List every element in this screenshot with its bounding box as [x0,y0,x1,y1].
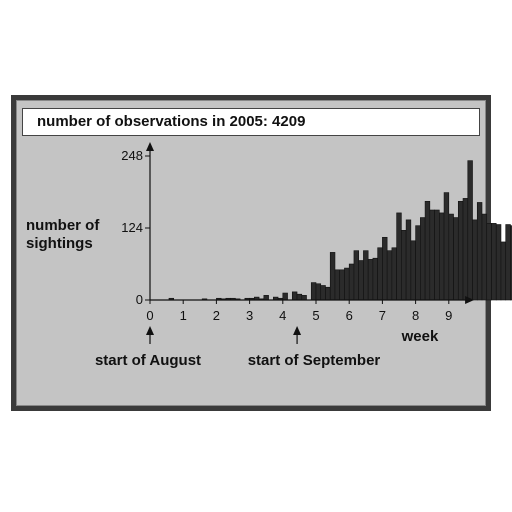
histogram-bar [439,213,444,300]
histogram-bar [373,258,378,300]
histogram-bar [283,293,288,300]
x-tick-label: 3 [246,308,253,323]
histogram-bar [302,295,307,300]
histogram-bar [292,292,297,300]
histogram-bar [463,198,468,300]
histogram-bar [359,261,364,300]
histogram-bar [458,201,463,300]
histogram-bar [335,270,340,300]
y-tick-label: 124 [121,220,143,235]
x-tick-label: 9 [445,308,452,323]
histogram-bar [340,270,345,300]
annotation-label: start of August [95,352,201,369]
x-tick-label: 2 [213,308,220,323]
x-tick-label: 5 [312,308,319,323]
histogram-bar [449,214,454,300]
histogram-bar [344,268,349,300]
histogram-bar [477,202,482,300]
annotation-arrowhead [146,326,154,335]
histogram-bar [411,241,416,300]
histogram-bar [425,201,430,300]
y-axis-arrowhead [146,142,154,151]
histogram-bar [368,259,373,300]
histogram-bar [468,161,473,300]
histogram-bar [397,213,402,300]
histogram-bar [406,220,411,300]
x-tick-label: 6 [346,308,353,323]
histogram-bar [435,210,440,300]
x-tick-label: 8 [412,308,419,323]
histogram-bar [297,294,302,300]
histogram-bar [325,287,330,300]
histogram-bar [378,248,383,300]
histogram-bar [311,283,316,300]
histogram-bar [330,252,335,300]
histogram-bar [473,220,478,300]
histogram-bar [349,264,354,300]
histogram-bar [444,193,449,300]
histogram-bar [491,223,496,300]
histogram-bar [482,214,487,300]
histogram-bar [264,295,269,300]
y-tick-label: 248 [121,148,143,163]
histogram-bar [496,225,501,300]
histogram-bar [430,210,435,300]
histogram-bar [506,225,511,300]
x-tick-label: 4 [279,308,286,323]
histogram-bar [392,248,397,300]
histogram-bar [321,285,326,300]
histogram-bar [316,284,321,300]
y-tick-label: 0 [136,292,143,307]
x-tick-label: 7 [379,308,386,323]
histogram-bar [354,251,359,300]
annotation-label: start of September [248,352,381,369]
histogram-bar [420,218,425,300]
histogram-bar [363,251,368,300]
histogram-bar [501,242,506,300]
histogram-bar [382,237,387,300]
annotation-arrowhead [293,326,301,335]
x-tick-label: 0 [146,308,153,323]
x-axis-label: week [401,328,439,345]
x-tick-label: 1 [180,308,187,323]
histogram-bar [454,218,459,300]
histogram-bar [487,223,492,300]
histogram-bar [387,251,392,300]
histogram-bar [416,226,421,300]
histogram-bar [401,230,406,300]
